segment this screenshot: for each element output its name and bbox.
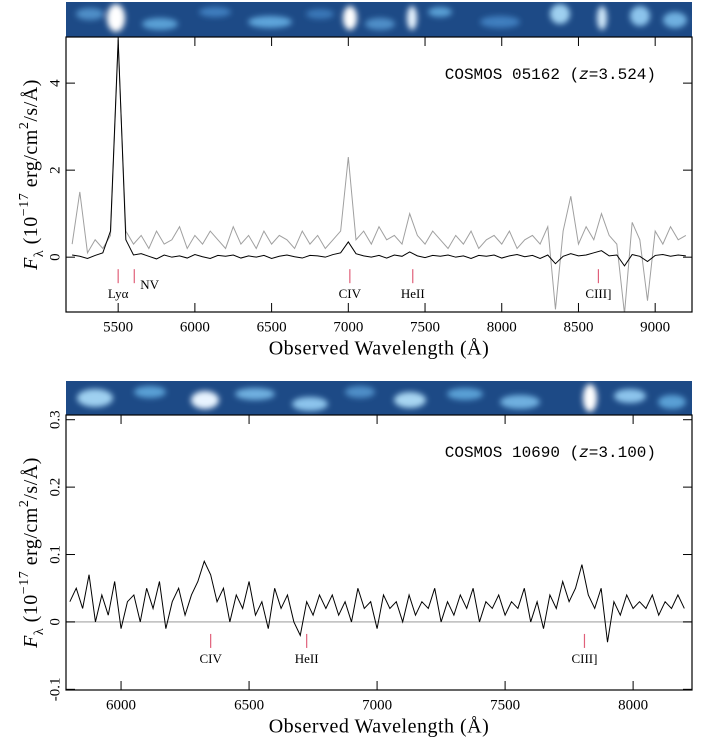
y-axis-label-part: /s/Å)	[20, 457, 42, 500]
x-tick-label: 7500	[410, 319, 440, 335]
spectrum-line	[71, 43, 687, 312]
x-tick-label: 9000	[640, 319, 670, 335]
annotation-part: z	[579, 444, 589, 462]
spectrum-line	[69, 559, 685, 643]
x-tick-label: 8000	[487, 319, 517, 335]
spectrum-strip	[66, 381, 692, 415]
y-axis-label-part: −17	[17, 571, 32, 594]
y-tick-label: 0	[47, 253, 63, 261]
annotation-part: z	[579, 66, 589, 84]
y-tick-label: 2	[47, 166, 63, 174]
y-tick-label: 4	[47, 79, 63, 87]
spectrum-strip	[66, 2, 692, 37]
annotation-part: COSMOS 10690 (	[445, 444, 579, 462]
y-axis-label-part: 2	[17, 500, 32, 508]
plot-frame	[65, 36, 693, 313]
y-axis-label-part: (10	[20, 216, 42, 250]
annotation: COSMOS 10690 (z=3.100)	[445, 444, 656, 462]
x-axis-label: Observed Wavelength (Å)	[269, 338, 490, 360]
y-axis-label-part: erg/cm	[20, 507, 42, 571]
x-tick-label: 7000	[362, 697, 392, 713]
line-label: CIV	[199, 651, 222, 666]
y-axis-label-part: /s/Å)	[20, 79, 42, 122]
x-tick-label: 8500	[563, 319, 593, 335]
line-label: Lyα	[108, 286, 129, 301]
y-tick-label: 0.3	[47, 410, 63, 429]
y-axis-label-part: λ	[32, 628, 47, 635]
x-tick-label: 7000	[333, 319, 363, 335]
annotation: COSMOS 05162 (z=3.524)	[445, 66, 656, 84]
spectrum-line	[72, 39, 686, 267]
x-tick-label: 8000	[618, 697, 648, 713]
line-label: HeII	[401, 286, 425, 301]
x-axis-label: Observed Wavelength (Å)	[269, 716, 490, 738]
y-axis-label: Fλ (10−17 erg/cm2/s/Å)	[17, 79, 47, 271]
y-tick-label: 0	[47, 618, 63, 626]
line-label: CIII]	[571, 651, 597, 666]
y-axis-label-part: 2	[17, 122, 32, 130]
plot-frame	[65, 414, 693, 691]
y-axis-label-part: λ	[32, 250, 47, 257]
x-tick-label: 6500	[234, 697, 264, 713]
y-tick-label: -0.1	[47, 677, 63, 701]
y-axis-label: Fλ (10−17 erg/cm2/s/Å)	[17, 457, 47, 649]
y-axis-label-part: (10	[20, 594, 42, 628]
annotation-part: =3.524)	[589, 66, 656, 84]
y-axis-label-part: −17	[17, 193, 32, 216]
line-label: NV	[140, 277, 159, 292]
y-axis-label-part: F	[20, 635, 42, 649]
line-label: HeII	[295, 651, 319, 666]
x-tick-label: 6000	[180, 319, 210, 335]
y-axis-label-part: erg/cm	[20, 129, 42, 193]
annotation-part: =3.100)	[589, 444, 656, 462]
line-label: CIV	[339, 286, 362, 301]
y-axis-label-part: F	[20, 257, 42, 271]
line-label: CIII]	[585, 286, 611, 301]
y-tick-label: 0.1	[47, 545, 63, 564]
x-tick-label: 7500	[490, 697, 520, 713]
y-tick-label: 0.2	[47, 478, 63, 497]
x-tick-label: 6500	[257, 319, 287, 335]
x-tick-label: 6000	[106, 697, 136, 713]
annotation-part: COSMOS 05162 (	[445, 66, 579, 84]
x-tick-label: 5500	[103, 319, 133, 335]
